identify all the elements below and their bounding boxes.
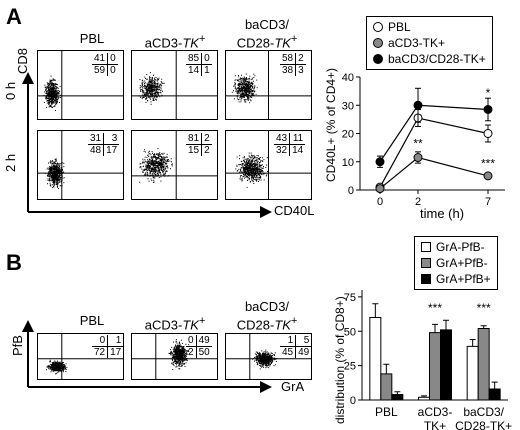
category-label: CD28-TK+	[455, 419, 512, 430]
flow-dots	[226, 131, 311, 199]
bar-1	[429, 332, 441, 401]
quadrant-values-acd3-2h: 81 2 15 2	[186, 133, 212, 156]
quadrant-values-bacd3-0h: 58 2 38 3	[280, 53, 306, 76]
quadrant-values-pbl-2h: 31 3 48 17	[88, 133, 120, 156]
data-point-2	[483, 104, 493, 114]
legend-marker-pbl	[373, 22, 383, 32]
sample-label-bacd3-b: baCD3/CD28-TK+	[236, 299, 298, 333]
legend-item-gra-neg-pfb-neg: GrA-PfB-	[421, 239, 491, 255]
y-tick-label: 10	[342, 157, 354, 169]
legend-item-bacd3: baCD3/CD28-TK+	[373, 51, 486, 67]
sample-label-pbl-b: PBL	[79, 313, 105, 328]
category-label: TK+	[424, 419, 446, 430]
legend-marker-bacd3	[373, 54, 383, 64]
bar-1	[380, 373, 393, 401]
sample-label-acd3-b: aCD3-TK+	[144, 315, 206, 333]
sample-label-acd3: aCD3-TK+	[144, 33, 206, 51]
legend-marker-gray	[421, 258, 431, 268]
panel-a-letter: A	[6, 4, 22, 29]
flow-dots	[226, 51, 311, 119]
y-tick-label: 30	[342, 100, 354, 112]
legend-marker-acd3	[373, 38, 383, 48]
data-point-2	[375, 157, 385, 167]
bar-1	[477, 328, 490, 401]
flow-dots	[132, 51, 217, 119]
bar-2	[391, 394, 404, 401]
flow-dots	[38, 51, 123, 119]
y-tick-label: 25	[344, 361, 356, 373]
legend-item-pbl: PBL	[373, 19, 486, 35]
category-label: baCD3/	[463, 405, 504, 419]
line-chart-legend: PBL aCD3-TK+ baCD3/CD28-TK+	[366, 16, 493, 70]
flow-dots	[132, 334, 217, 379]
y-tick-label: 0	[348, 185, 354, 197]
quadrant-values-bacd3-b: 1 5 45 49	[280, 335, 312, 358]
bar-2	[440, 329, 452, 401]
bar-chart-legend: GrA-PfB- GrA+PfB- GrA+PfB+	[414, 236, 498, 290]
bar-0	[466, 345, 479, 401]
x-tick-label: 7	[485, 196, 491, 208]
flow-dots	[226, 334, 311, 379]
bar-chart-y-label: distribution (% of CD8+)	[333, 296, 347, 424]
y-tick-label: 40	[342, 72, 354, 84]
quadrant-values-pbl-0h: 41 0 59 0	[92, 53, 118, 76]
significance-mark: ***	[477, 301, 491, 315]
significance-mark: *	[486, 86, 491, 100]
flow-dots	[38, 334, 123, 379]
y-tick-label: 75	[344, 292, 356, 304]
flow-dots	[132, 131, 217, 199]
flow-dots	[38, 131, 123, 199]
flow-plot-acd3-0h	[131, 50, 218, 120]
category-label: PBL	[375, 405, 398, 419]
significance-mark: ***	[481, 156, 495, 170]
significance-mark: **	[413, 137, 423, 151]
significance-mark: ***	[428, 301, 442, 315]
x-tick-label: 2	[415, 196, 421, 208]
y-tick-label: 0	[350, 395, 356, 407]
data-point-0	[483, 129, 493, 138]
x-axis-label-cd40l: CD40L	[274, 203, 315, 218]
quadrant-values-bacd3-2h: 43 11 32 14	[274, 133, 306, 156]
data-point-2	[413, 100, 423, 110]
data-point-1	[375, 184, 385, 194]
panel-b-letter: B	[6, 250, 22, 275]
category-label: aCD3-	[418, 405, 453, 419]
sample-label-bacd3: baCD3/CD28-TK+	[236, 17, 298, 51]
y-tick-label: 20	[342, 129, 354, 141]
bar-0	[418, 396, 430, 401]
legend-item-acd3: aCD3-TK+	[373, 35, 486, 51]
legend-marker-black	[421, 274, 431, 284]
bar-2	[488, 388, 501, 401]
data-point-1	[413, 153, 423, 163]
quadrant-values-pbl-b: 0 1 72 17	[92, 335, 124, 358]
legend-item-gra-pos-pfb-pos: GrA+PfB+	[421, 271, 491, 287]
legend-marker-white	[421, 242, 431, 252]
line-chart-x-label: time (h)	[420, 206, 465, 221]
x-axis-label-gra: GrA	[281, 379, 305, 394]
quadrant-values-acd3-0h: 85 0 14 1	[186, 53, 212, 76]
sample-label-pbl: PBL	[79, 31, 105, 46]
y-tick-label: 50	[344, 326, 356, 338]
data-point-1	[483, 171, 493, 181]
quadrant-values-acd3-b: 0 49 2 50	[186, 335, 212, 358]
legend-item-gra-pos-pfb-neg: GrA+PfB-	[421, 255, 491, 271]
x-tick-label: 0	[377, 196, 383, 208]
bar-0	[369, 317, 382, 401]
